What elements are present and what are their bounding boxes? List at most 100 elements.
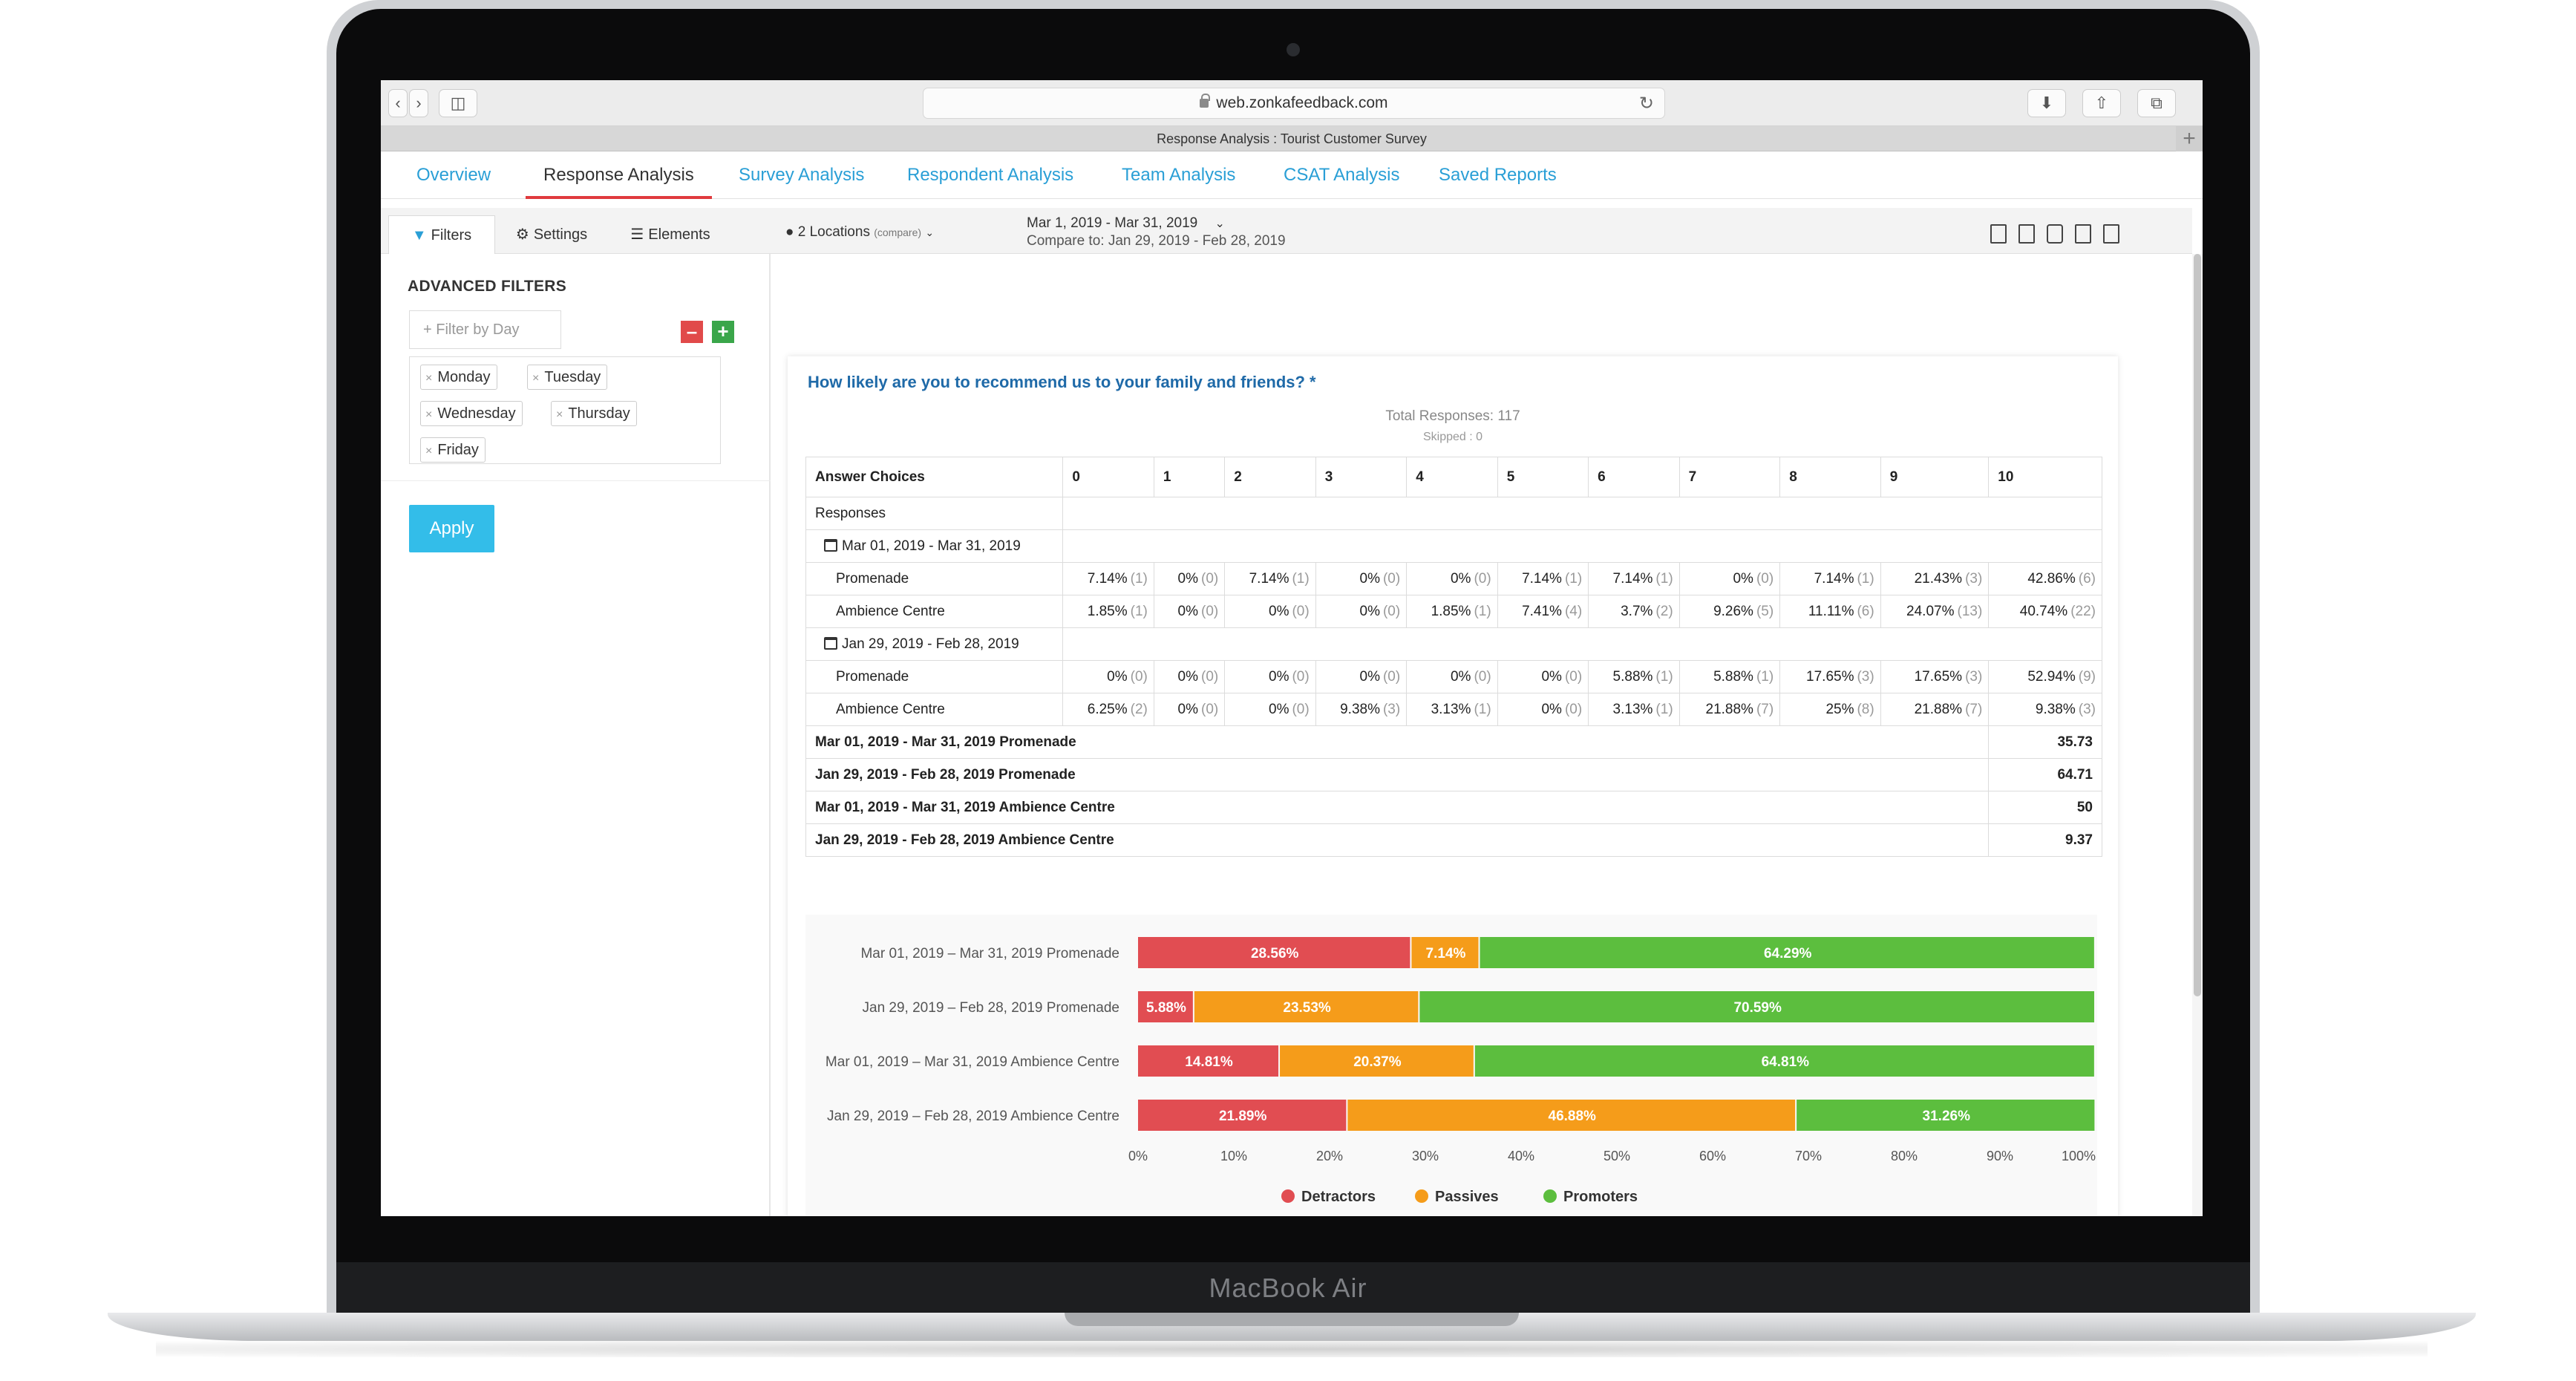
cell-percent: 9.38% xyxy=(1340,701,1380,717)
day-label: Monday xyxy=(437,369,491,385)
day-chip-friday: × Friday xyxy=(420,437,486,463)
selected-days-box[interactable]: × Monday × Tuesday × Wednesday × Thursday × F… xyxy=(409,356,721,464)
tab-saved-reports[interactable]: Saved Reports xyxy=(1439,165,1557,185)
data-label: 20.37% xyxy=(1353,1054,1402,1070)
table-cell: 25% (8) xyxy=(1779,693,1881,726)
location-name: Ambience Centre xyxy=(805,595,1064,628)
date-range-picker[interactable]: Mar 1, 2019 - Mar 31, 2019 ⌄ xyxy=(1027,215,1225,232)
responses-table: Answer Choices 0 1 2 3 4 5 6 7 8 9 10 Re… xyxy=(805,457,2102,857)
summary-label: Jan 29, 2019 - Feb 28, 2019 Promenade xyxy=(805,758,1990,791)
remove-filter-button[interactable]: – xyxy=(681,321,703,343)
tab-survey-analysis[interactable]: Survey Analysis xyxy=(739,165,865,185)
back-button[interactable]: ‹ xyxy=(388,89,408,117)
remove-chip-icon[interactable]: × xyxy=(532,372,540,385)
table-cell: 1.85% (1) xyxy=(1406,595,1498,628)
data-label: 64.81% xyxy=(1762,1054,1810,1070)
share-icon: ⇧ xyxy=(2094,94,2109,112)
cell-percent: 17.65% xyxy=(1806,668,1854,685)
nps-chart: Mar 01, 2019 – Mar 31, 2019 Promenade 28.… xyxy=(805,915,2097,1216)
question-card: How likely are you to recommend us to yo… xyxy=(788,356,2118,1216)
table-cell: 7.14% (1) xyxy=(1588,562,1680,595)
bar-promoters xyxy=(1419,991,2094,1022)
cell-percent: 7.14% xyxy=(1612,570,1653,587)
location-select[interactable]: ● 2 Locations (compare) ⌄ xyxy=(785,224,934,241)
cell-percent: 25% xyxy=(1825,701,1854,717)
date-group-row: Jan 29, 2019 - Feb 28, 2019 xyxy=(805,627,2102,661)
scrollbar-thumb[interactable] xyxy=(2194,254,2201,996)
tab-settings[interactable]: ⚙ Settings xyxy=(500,215,604,254)
cell-percent: 21.43% xyxy=(1914,570,1963,587)
table-cell: 0% (0) xyxy=(1497,693,1589,726)
category-label: Jan 29, 2019 – Feb 28, 2019 Promenade xyxy=(863,1000,1119,1016)
day-label: Friday xyxy=(437,442,479,458)
cell-count: (8) xyxy=(1857,701,1874,717)
cell-count: (1) xyxy=(1130,570,1148,587)
sidebar-toggle-button[interactable]: ◫ xyxy=(439,89,477,117)
calendar-icon[interactable] xyxy=(2103,224,2119,244)
cell-percent: 42.86% xyxy=(2027,570,2076,587)
table-cell: 0% (0) xyxy=(1062,660,1154,693)
device-brand-label: MacBook Air xyxy=(1209,1273,1367,1303)
share-button[interactable]: ⇧ xyxy=(2082,89,2121,117)
forward-button[interactable]: › xyxy=(409,89,428,117)
cell-percent: 3.7% xyxy=(1621,603,1653,619)
day-chip-tuesday: × Tuesday xyxy=(527,365,608,390)
data-label: 5.88% xyxy=(1146,1000,1186,1016)
data-label: 64.29% xyxy=(1764,946,1812,962)
tab-csat-analysis[interactable]: CSAT Analysis xyxy=(1284,165,1400,185)
category-label: Jan 29, 2019 – Feb 28, 2019 Ambience Cen… xyxy=(827,1109,1119,1124)
x-tick-label: 90% xyxy=(1987,1149,2013,1163)
tab-filters[interactable]: ▼ Filters xyxy=(388,215,495,254)
table-cell: 0% (0) xyxy=(1153,595,1226,628)
download-button[interactable]: ⬇ xyxy=(2027,89,2066,117)
list-icon: ☰ xyxy=(630,226,644,243)
cell-percent: 0% xyxy=(1177,570,1198,587)
compare-range-text: Compare to: Jan 29, 2019 - Feb 28, 2019 xyxy=(1027,233,1286,249)
apply-button[interactable]: Apply xyxy=(409,505,494,552)
cell-percent: 0% xyxy=(1269,668,1289,685)
cell-percent: 21.88% xyxy=(1914,701,1963,717)
tab-title[interactable]: Response Analysis : Tourist Customer Sur… xyxy=(1157,131,1427,146)
tab-respondent-analysis[interactable]: Respondent Analysis xyxy=(907,165,1074,185)
tab-overview[interactable]: Overview xyxy=(416,165,491,185)
filter-by-day-select[interactable]: + Filter by Day xyxy=(409,310,561,349)
tab-elements[interactable]: ☰ Elements xyxy=(611,215,730,254)
cell-count: (0) xyxy=(1382,570,1401,587)
tab-strip: Response Analysis : Tourist Customer Sur… xyxy=(381,126,2203,151)
new-tab-icon[interactable]: + xyxy=(2176,126,2203,151)
gear-icon: ⚙ xyxy=(515,226,529,243)
column-header: 6 xyxy=(1588,457,1680,497)
print-icon[interactable] xyxy=(2047,224,2063,244)
cell-count: (6) xyxy=(2078,570,2096,587)
remove-chip-icon[interactable]: × xyxy=(425,445,433,457)
add-filter-button[interactable]: + xyxy=(712,321,734,343)
pdf-icon[interactable] xyxy=(1990,224,2007,244)
cell-count: (9) xyxy=(2078,668,2096,685)
tab-team-analysis[interactable]: Team Analysis xyxy=(1122,165,1236,185)
chevron-down-icon: ⌄ xyxy=(1215,218,1225,230)
table-cell: 21.88% (7) xyxy=(1678,693,1781,726)
cell-count: (0) xyxy=(1474,668,1491,685)
cell-percent: 24.07% xyxy=(1906,603,1955,619)
address-bar[interactable]: web.zonkafeedback.com ↻ xyxy=(923,88,1665,119)
cell-count: (0) xyxy=(1474,570,1491,587)
column-header: 8 xyxy=(1779,457,1881,497)
cell-count: (3) xyxy=(1857,668,1874,685)
remove-chip-icon[interactable]: × xyxy=(556,408,563,421)
tab-response-analysis[interactable]: Response Analysis xyxy=(526,151,712,199)
cell-count: (0) xyxy=(1756,570,1774,587)
remove-chip-icon[interactable]: × xyxy=(425,408,433,421)
table-cell: 24.07% (13) xyxy=(1880,595,1990,628)
tabs-overview-button[interactable]: ⧉ xyxy=(2137,89,2176,117)
responses-row: Responses xyxy=(805,497,2102,530)
table-cell: 3.13% (1) xyxy=(1588,693,1680,726)
save-icon[interactable] xyxy=(2075,224,2091,244)
data-label: 31.26% xyxy=(1923,1109,1971,1124)
cell-count: (1) xyxy=(1756,668,1774,685)
cell-percent: 0% xyxy=(1177,603,1198,619)
remove-chip-icon[interactable]: × xyxy=(425,372,433,385)
legend-label: Passives xyxy=(1435,1189,1499,1205)
responses-spacer xyxy=(1062,497,2102,530)
reload-icon[interactable]: ↻ xyxy=(1638,94,1654,114)
excel-icon[interactable] xyxy=(2018,224,2035,244)
